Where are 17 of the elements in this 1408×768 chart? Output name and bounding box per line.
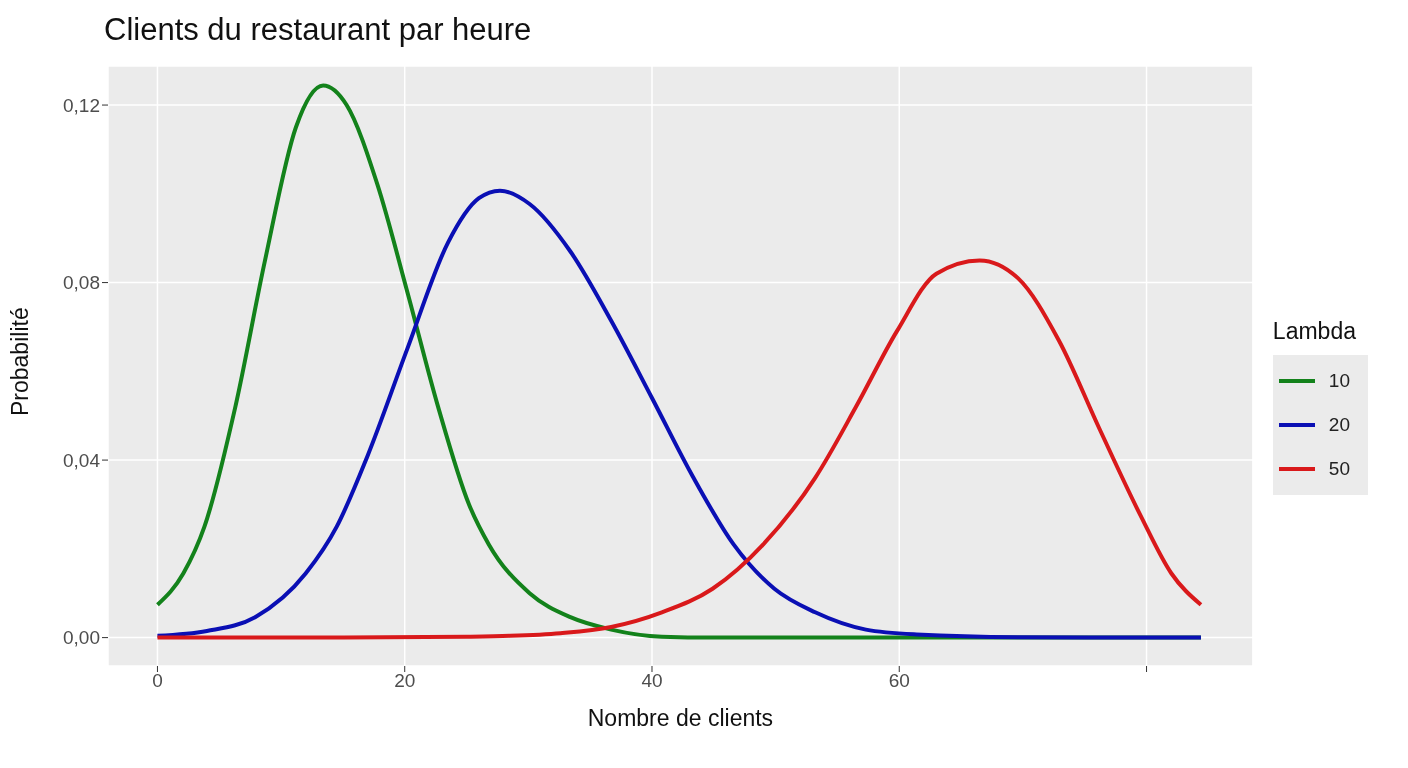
y-tick-label: 0,04 (63, 449, 101, 471)
y-tick-label: 0,12 (63, 94, 100, 116)
y-tick-label: 0,08 (63, 272, 100, 294)
y-tick-label: 0,00 (63, 627, 100, 649)
line-series (155, 258, 1203, 640)
legend-label: 10 (1328, 369, 1350, 392)
x-tick-label: 20 (394, 670, 416, 692)
x-tick-label: 40 (641, 670, 663, 692)
x-tick-label: 60 (888, 670, 910, 692)
x-axis-title: Nombre de clients (587, 705, 774, 731)
legend-label: 50 (1328, 457, 1350, 480)
legend-title: Lambda (1272, 317, 1357, 345)
x-tick-label: 0 (152, 670, 163, 692)
y-axis-title: Probabilité (7, 307, 34, 416)
chart-title: Clients du restaurant par heure (103, 11, 533, 49)
legend-label: 20 (1328, 413, 1350, 436)
line-series (155, 188, 1203, 640)
